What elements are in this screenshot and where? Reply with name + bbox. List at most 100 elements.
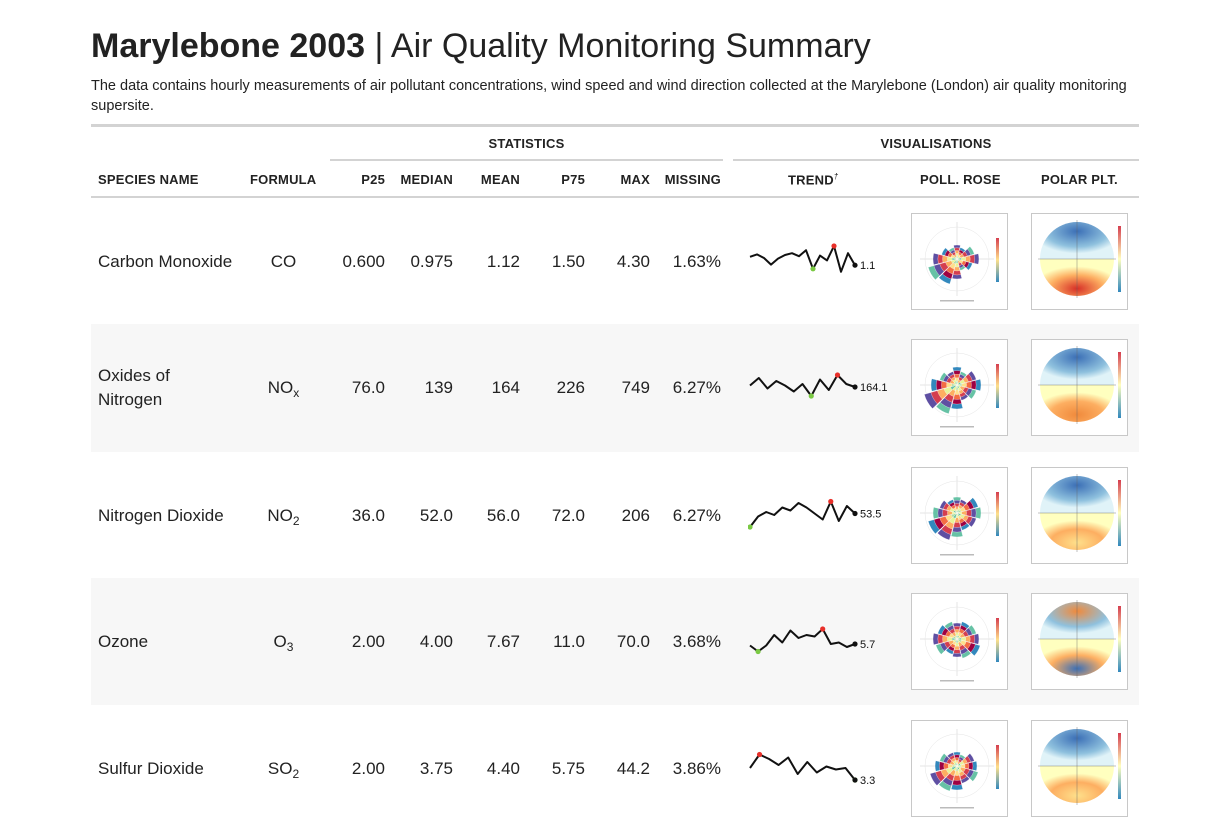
- trend-last-point: [852, 384, 858, 390]
- trend-max-point: [834, 372, 841, 378]
- formula-base: SO: [267, 759, 293, 778]
- col-head-formula: FORMULA: [250, 172, 317, 187]
- polar-plot-graphic: [1032, 214, 1127, 309]
- col-head-missing: MISSING: [664, 172, 721, 187]
- col-head-poll-rose: POLL. ROSE: [920, 172, 1001, 187]
- group-label-statistics: STATISTICS: [488, 136, 565, 151]
- trend-min-point: [810, 266, 816, 272]
- stat-max: 70.0: [616, 632, 650, 651]
- group-line-visualisations: [733, 159, 1139, 161]
- polar-plot-graphic: [1032, 594, 1127, 689]
- stat-max: 4.30: [616, 252, 650, 271]
- page-title-separator: |: [365, 27, 391, 65]
- pollution-rose-thumbnail[interactable]: [911, 213, 1008, 310]
- trend-last-value: 3.3: [860, 775, 875, 787]
- col-head-p75: P75: [561, 172, 585, 187]
- stat-mean: 56.0: [486, 506, 520, 525]
- species-name: Ozone: [98, 632, 149, 651]
- stat-median: 0.975: [410, 252, 453, 271]
- col-head-p25: P25: [361, 172, 385, 187]
- formula-subscript: 2: [292, 767, 300, 781]
- col-head-trend-mark: †: [833, 172, 839, 181]
- stat-max: 749: [621, 378, 650, 397]
- stat-median: 3.75: [419, 759, 453, 778]
- stat-p25: 36.0: [351, 506, 385, 525]
- trend-line: [749, 628, 856, 653]
- formula-subscript: 3: [286, 640, 294, 654]
- formula: SO2: [250, 757, 317, 786]
- stat-missing: 1.63%: [672, 252, 721, 271]
- stat-missing: 6.27%: [672, 506, 721, 525]
- stat-p25: 76.0: [351, 378, 385, 397]
- trend-last-value: 5.7: [860, 639, 875, 651]
- stat-p25: 2.00: [351, 759, 385, 778]
- formula: O3: [250, 630, 317, 659]
- trend-line: [749, 245, 856, 273]
- col-head-trend-label: TREND: [788, 172, 834, 188]
- trend-last-point: [852, 777, 858, 783]
- trend-line: [749, 500, 856, 528]
- pollution-rose-thumbnail[interactable]: [911, 467, 1008, 564]
- stat-p75: 226: [556, 378, 585, 397]
- stat-missing: 3.86%: [672, 759, 721, 778]
- header-bottom-rule: [91, 196, 1139, 198]
- table-top-rule: [91, 124, 1139, 127]
- group-label-visualisations: VISUALISATIONS: [880, 136, 992, 151]
- formula: CO: [250, 250, 317, 274]
- polar-plot-thumbnail[interactable]: [1031, 720, 1128, 817]
- polar-plot-thumbnail[interactable]: [1031, 213, 1128, 310]
- species-name: Carbon Monoxide: [98, 252, 233, 271]
- stat-mean: 7.67: [486, 632, 520, 651]
- trend-max-point: [820, 626, 826, 632]
- col-head-species: SPECIES NAME: [98, 172, 199, 187]
- stat-missing: 3.68%: [672, 632, 721, 651]
- trend-max-point: [831, 243, 837, 249]
- species-name: Sulfur Dioxide: [98, 759, 204, 778]
- stat-max: 44.2: [616, 759, 650, 778]
- stat-max: 206: [621, 506, 650, 525]
- polar-plot-thumbnail[interactable]: [1031, 467, 1128, 564]
- stat-p75: 72.0: [551, 506, 585, 525]
- formula-subscript: 2: [292, 514, 300, 528]
- stat-p75: 5.75: [551, 759, 585, 778]
- trend-line: [749, 374, 856, 397]
- stat-mean: 164: [491, 378, 520, 397]
- col-head-trend: TREND†: [788, 172, 838, 187]
- stat-p75: 1.50: [551, 252, 585, 271]
- polar-plot-thumbnail[interactable]: [1031, 339, 1128, 436]
- formula: NOx: [250, 376, 317, 405]
- pollution-rose-graphic: [912, 721, 1007, 816]
- polar-plot-graphic: [1032, 721, 1127, 816]
- polar-plot-thumbnail[interactable]: [1031, 593, 1128, 690]
- stat-p25: 2.00: [351, 632, 385, 651]
- stat-median: 139: [424, 378, 453, 397]
- formula: NO2: [250, 504, 317, 533]
- stat-median: 4.00: [419, 632, 453, 651]
- trend-last-point: [852, 641, 858, 647]
- page-title: Marylebone 2003 | Air Quality Monitoring…: [91, 27, 871, 66]
- trend-max-point: [828, 498, 834, 505]
- trend-min-point: [748, 524, 753, 530]
- pollution-rose-thumbnail[interactable]: [911, 339, 1008, 436]
- page-title-bold: Marylebone 2003: [91, 27, 366, 65]
- col-head-median: MEDIAN: [400, 172, 453, 187]
- species-name: Oxides of Nitrogen: [98, 366, 170, 409]
- pollution-rose-thumbnail[interactable]: [911, 720, 1008, 817]
- page-title-rest: Air Quality Monitoring Summary: [390, 27, 871, 65]
- pollution-rose-thumbnail[interactable]: [911, 593, 1008, 690]
- group-line-statistics: [330, 159, 723, 161]
- formula-base: O: [273, 632, 287, 651]
- pollution-rose-graphic: [912, 468, 1007, 563]
- trend-sparkline: 5.7: [749, 626, 875, 655]
- stat-p25: 0.600: [342, 252, 385, 271]
- trend-max-point: [756, 751, 763, 758]
- pollution-rose-graphic: [912, 594, 1007, 689]
- trend-last-value: 1.1: [860, 260, 875, 272]
- polar-plot-graphic: [1032, 468, 1127, 563]
- formula-base: NO: [267, 506, 293, 525]
- trend-min-point: [808, 393, 814, 399]
- trend-min-point: [755, 648, 761, 655]
- trend-last-value: 53.5: [860, 509, 881, 521]
- trend-sparkline: 53.5: [748, 498, 881, 530]
- trend-sparkline: 164.1: [749, 372, 888, 399]
